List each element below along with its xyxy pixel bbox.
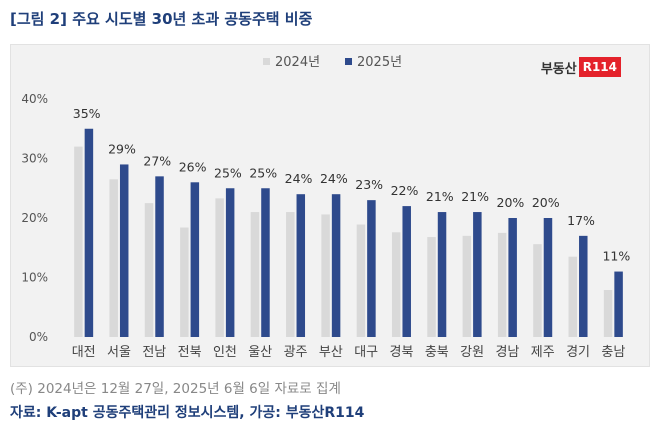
data-label: 23%	[355, 177, 383, 192]
y-tick-label: 0%	[29, 330, 48, 344]
x-tick-label: 울산	[248, 345, 272, 360]
bar-2024년	[180, 227, 189, 337]
bar-2024년	[250, 212, 260, 337]
x-tick-label: 강원	[460, 345, 484, 360]
x-tick-label: 대구	[354, 345, 378, 360]
x-tick-label: 부산	[319, 345, 343, 360]
bar-2025년	[296, 194, 306, 337]
bar-2024년	[391, 232, 401, 337]
bar-chart: 2024년 2025년 0% 10% 20% 30% 40% 35% 대전 29% 서울 27% 전남 2…	[21, 55, 630, 360]
bar-2024년	[603, 289, 613, 337]
bar-2024년	[427, 237, 436, 337]
data-label: 29%	[108, 141, 136, 156]
bar-2025년	[84, 128, 94, 337]
x-tick-label: 서울	[107, 345, 131, 360]
bar-2024년	[497, 232, 507, 337]
x-tick-label: 경기	[566, 345, 590, 360]
data-label: 25%	[249, 165, 277, 180]
y-tick-label: 40%	[21, 92, 48, 106]
data-label: 21%	[426, 189, 454, 204]
logo-badge: R114	[578, 57, 621, 77]
chart-area: 2024년 2025년 0% 10% 20% 30% 40% 35% 대전 29% 서울 27% 전남 2…	[10, 44, 650, 367]
bar-2024년	[109, 179, 118, 337]
data-label: 17%	[567, 213, 595, 228]
bar-2025년	[190, 182, 200, 337]
bar-2024년	[74, 146, 83, 337]
x-tick-label: 경북	[390, 345, 414, 360]
source-line: 자료: K-apt 공동주택관리 정보시스템, 가공: 부동산R114	[10, 405, 365, 421]
bar-2024년	[321, 214, 330, 337]
legend-swatch	[345, 58, 352, 65]
bar-2025년	[508, 218, 517, 337]
y-tick-label: 10%	[21, 271, 48, 285]
y-tick-label: 20%	[21, 211, 48, 225]
data-label: 22%	[391, 183, 419, 198]
x-tick-label: 전남	[142, 345, 166, 360]
bar-2025년	[367, 200, 376, 337]
bar-2025년	[261, 188, 270, 337]
x-tick-label: 대전	[72, 345, 96, 360]
data-label: 26%	[179, 159, 207, 174]
bar-2024년	[462, 235, 472, 337]
x-tick-label: 충남	[601, 345, 625, 360]
x-tick-label: 광주	[284, 345, 308, 360]
footnote: (주) 2024년은 12월 27일, 2025년 6월 6일 자료로 집계	[10, 381, 341, 397]
bar-2025년	[331, 194, 341, 337]
chart-title: [그림 2] 주요 시도별 30년 초과 공동주택 비중	[10, 10, 313, 28]
bar-2025년	[614, 271, 623, 337]
x-tick-label: 제주	[531, 345, 555, 360]
legend-label: 2025년	[357, 55, 402, 70]
bar-2025년	[579, 235, 588, 337]
x-tick-label: 전북	[178, 345, 202, 360]
legend-label: 2024년	[275, 55, 320, 70]
bar-2025년	[543, 218, 553, 337]
bar-2024년	[568, 256, 578, 337]
logo-text: 부동산	[540, 61, 577, 77]
x-tick-label: 인천	[213, 345, 237, 360]
data-label: 27%	[143, 153, 171, 168]
bar-2025년	[119, 164, 129, 337]
y-tick-label: 30%	[21, 152, 48, 166]
bar-2024년	[356, 224, 366, 337]
bar-2024년	[286, 212, 295, 337]
data-label: 20%	[497, 195, 525, 210]
x-tick-label: 경남	[495, 345, 519, 360]
bar-2025년	[473, 212, 482, 337]
bar-2025년	[402, 206, 411, 337]
data-label: 35%	[73, 106, 101, 121]
bar-2024년	[533, 244, 542, 337]
legend-swatch	[263, 58, 270, 65]
data-label: 11%	[602, 249, 630, 264]
data-label: 20%	[532, 195, 560, 210]
data-label: 25%	[214, 165, 242, 180]
data-label: 21%	[461, 189, 489, 204]
data-label: 24%	[320, 171, 348, 186]
bar-2025년	[225, 188, 235, 337]
data-label: 24%	[285, 171, 313, 186]
logo: 부동산 R114	[541, 57, 621, 77]
bar-2024년	[144, 203, 154, 337]
bar-2024년	[215, 198, 224, 337]
bar-2025년	[437, 212, 447, 337]
bar-2025년	[155, 176, 164, 337]
x-tick-label: 충북	[425, 345, 449, 360]
